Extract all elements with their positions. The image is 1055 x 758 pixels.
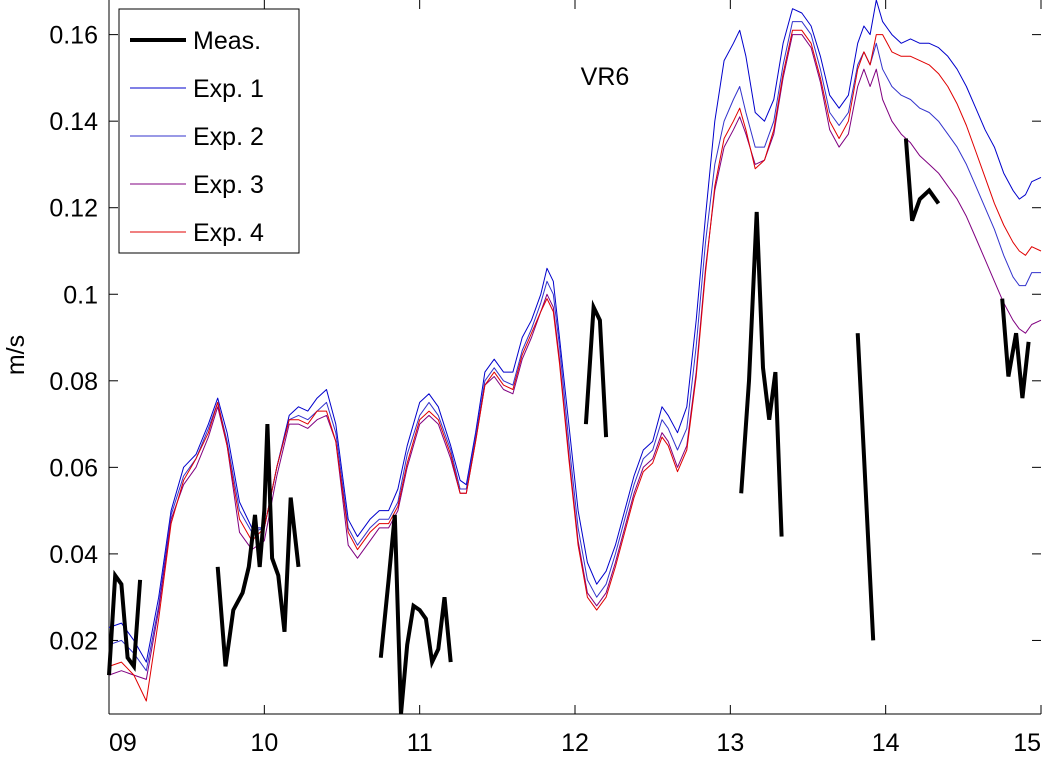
measured-series [107, 138, 1031, 715]
y-tick-label: 0.14 [49, 108, 98, 136]
legend-box [118, 8, 300, 254]
y-tick-label: 0.04 [49, 541, 98, 569]
measured-segment [1000, 298, 1031, 399]
series-line-exp-4 [108, 29, 1042, 702]
x-tick-label: 14 [872, 729, 900, 757]
y-tick-label: 0.08 [49, 368, 98, 396]
x-tick-label: 10 [250, 729, 278, 757]
y-tick-label: 0.12 [49, 195, 98, 223]
measured-segment [583, 299, 609, 438]
measured-segment [903, 138, 941, 222]
legend-label: Exp. 2 [193, 123, 264, 151]
measured-segment [378, 514, 453, 715]
legend-label: Meas. [193, 27, 261, 55]
x-tick-label: 13 [716, 729, 744, 757]
y-tick-label: 0.06 [49, 454, 98, 482]
x-tick-label: 11 [407, 729, 433, 757]
measured-segment [215, 424, 301, 667]
series-line-exp-1 [108, 0, 1042, 663]
legend-label: Exp. 3 [193, 171, 264, 199]
x-tick-label: 09 [109, 729, 137, 757]
series-line-exp-2 [108, 21, 1041, 672]
y-tick-label: 0.1 [63, 281, 98, 309]
x-tick-label: 15 [1013, 729, 1041, 757]
legend-label: Exp. 4 [193, 219, 264, 247]
y-tick-label: 0.02 [49, 627, 98, 655]
legend: Meas. Exp. 1 Exp. 2 Exp. 3 Exp. 4 [118, 8, 300, 254]
legend-label: Exp. 1 [193, 75, 264, 103]
series-lines [108, 0, 1042, 702]
y-tick-label: 0.16 [49, 22, 98, 50]
y-axis-label: m/s [2, 335, 30, 375]
axis-ticks: 09 10 11 12 13 14 15 0.02 0.04 0.06 0.08 0.1 0.12 0.1… [49, 0, 1042, 757]
measured-segment [107, 569, 143, 676]
measured-segment [855, 333, 876, 641]
chart-annotation: VR6 [581, 63, 630, 91]
measured-segment [739, 211, 784, 537]
series-line-exp-3 [108, 34, 1042, 680]
x-tick-label: 12 [561, 729, 589, 757]
